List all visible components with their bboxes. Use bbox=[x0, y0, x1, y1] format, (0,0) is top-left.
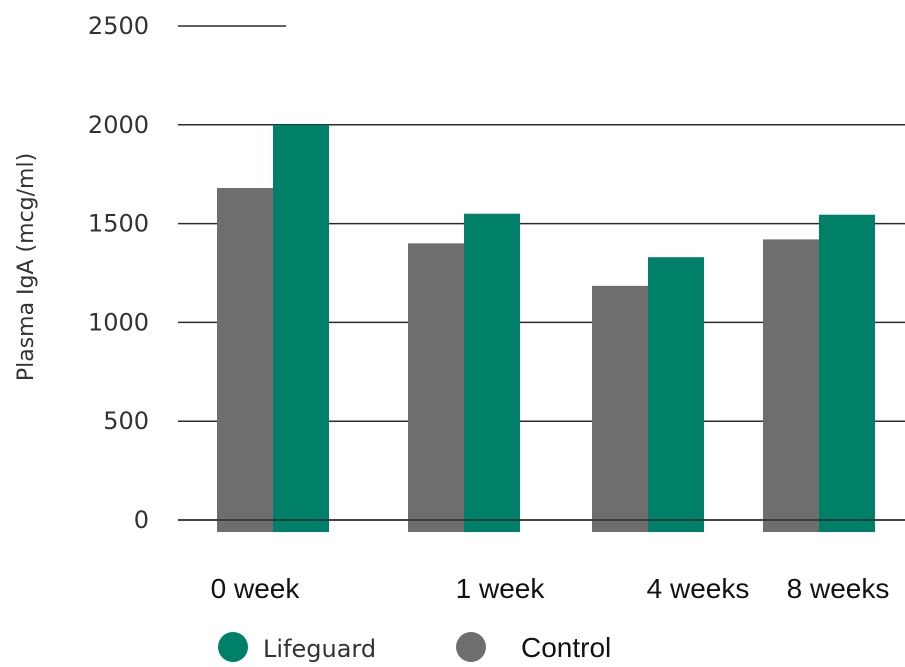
y-tick-label: 0 bbox=[134, 506, 149, 534]
y-tick-label: 2000 bbox=[88, 111, 149, 139]
bar-control-1-week bbox=[408, 243, 464, 533]
bars bbox=[178, 124, 905, 533]
legend-swatch-lifeguard bbox=[218, 632, 248, 662]
legend-swatch-control bbox=[456, 632, 486, 662]
x-tick-label: 0 week bbox=[211, 573, 301, 604]
y-tick-label: 2500 bbox=[88, 12, 149, 40]
bar-control-8-weeks bbox=[763, 239, 819, 532]
legend-label-control: Control bbox=[521, 632, 611, 663]
x-tick-label: 4 weeks bbox=[647, 573, 750, 604]
legend: Lifeguard Control bbox=[218, 632, 611, 663]
bar-lifeguard-4-weeks bbox=[648, 257, 704, 532]
x-tick-label: 1 week bbox=[456, 573, 546, 604]
y-tick-label: 500 bbox=[103, 407, 149, 435]
bar-control-4-weeks bbox=[592, 285, 648, 532]
y-tick-labels: 0 500 1000 1500 2000 2500 bbox=[88, 12, 149, 534]
category-labels: 0 week 1 week 4 weeks 8 weeks bbox=[211, 573, 890, 604]
y-tick-label: 1000 bbox=[88, 308, 149, 336]
y-axis-label: Plasma IgA (mcg/ml) bbox=[14, 153, 39, 381]
bar-control-0-week bbox=[217, 188, 273, 533]
bar-lifeguard-8-weeks bbox=[819, 214, 875, 532]
bar-lifeguard-1-week bbox=[464, 213, 520, 532]
x-tick-label: 8 weeks bbox=[787, 573, 890, 604]
y-tick-label: 1500 bbox=[88, 210, 149, 238]
legend-label-lifeguard: Lifeguard bbox=[263, 635, 376, 663]
bar-lifeguard-0-week bbox=[273, 124, 329, 533]
